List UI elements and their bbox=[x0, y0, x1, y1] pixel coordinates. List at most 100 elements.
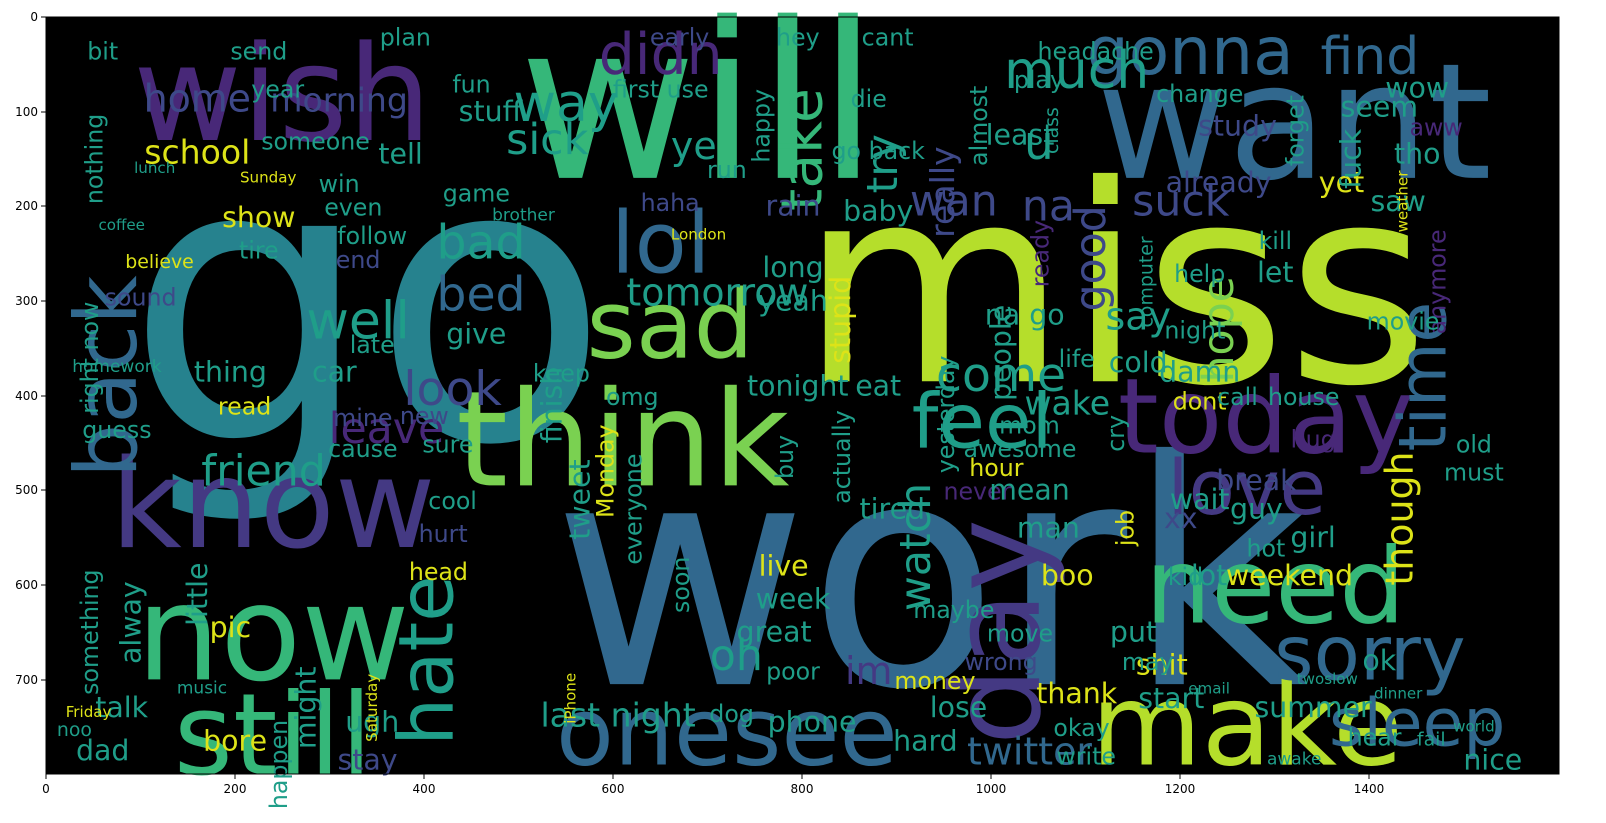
cloud-word: rain bbox=[766, 190, 821, 223]
cloud-word: suck bbox=[1132, 177, 1230, 227]
cloud-word: die bbox=[851, 85, 887, 113]
cloud-word: oh bbox=[710, 631, 763, 681]
cloud-word: hour bbox=[969, 454, 1024, 482]
x-tick-label: 600 bbox=[602, 782, 625, 796]
cloud-word: ok bbox=[1362, 644, 1396, 677]
cloud-word: seem bbox=[1341, 90, 1418, 123]
cloud-word: though bbox=[1377, 451, 1421, 585]
cloud-word: long bbox=[762, 251, 823, 284]
y-tick-label: 0 bbox=[30, 10, 38, 24]
x-tick: 1400 bbox=[1354, 774, 1384, 796]
x-tick-label: 0 bbox=[42, 782, 50, 796]
cloud-word: happy bbox=[747, 89, 775, 163]
cloud-word: wait bbox=[1170, 483, 1230, 516]
cloud-word: hurt bbox=[419, 520, 468, 548]
cloud-word: thing bbox=[194, 355, 267, 388]
cloud-word: work bbox=[552, 394, 1308, 758]
cloud-word: weather bbox=[1394, 170, 1412, 233]
cloud-word: cause bbox=[328, 435, 397, 463]
cloud-word: music bbox=[177, 679, 227, 699]
cloud-word: little bbox=[181, 562, 214, 625]
y-tick-label: 400 bbox=[15, 389, 38, 403]
cloud-word: really bbox=[923, 146, 962, 237]
cloud-word: write bbox=[1056, 743, 1116, 771]
cloud-word: twitter bbox=[967, 730, 1092, 774]
cloud-word: house bbox=[1268, 383, 1339, 411]
x-tick: 200 bbox=[224, 774, 246, 796]
cloud-word: plan bbox=[380, 23, 431, 51]
cloud-word: will bbox=[519, 0, 878, 230]
cloud-word: someone bbox=[261, 128, 370, 156]
cloud-word: never bbox=[943, 478, 1011, 506]
x-tick: 800 bbox=[791, 774, 814, 796]
x-tick-label: 800 bbox=[791, 782, 814, 796]
x-axis: 0 200 400 600 800 1000 1200 1400 bbox=[42, 774, 1384, 796]
cloud-word: buy bbox=[771, 435, 799, 479]
cloud-word: okay bbox=[1053, 714, 1109, 742]
cloud-word: didn bbox=[599, 22, 723, 88]
x-tick: 0 bbox=[42, 774, 50, 796]
cloud-word: already bbox=[1166, 166, 1272, 199]
cloud-word: call bbox=[1217, 383, 1258, 411]
cloud-word: first use bbox=[613, 75, 709, 103]
cloud-word: everyone bbox=[620, 454, 648, 565]
cloud-word: old bbox=[1456, 430, 1492, 458]
cloud-word: sad bbox=[586, 271, 753, 381]
cloud-word: shit bbox=[1136, 649, 1188, 682]
cloud-word: London bbox=[671, 225, 726, 243]
cloud-word: late bbox=[350, 331, 395, 359]
cloud-word: new bbox=[400, 402, 449, 430]
cloud-word: aww bbox=[1409, 113, 1462, 141]
cloud-word: xx bbox=[1164, 502, 1198, 535]
cloud-word: believe bbox=[125, 251, 194, 273]
cloud-word: now bbox=[136, 557, 409, 711]
cloud-word: guess bbox=[82, 416, 151, 444]
cloud-word: eat bbox=[855, 370, 901, 403]
cloud-word: try bbox=[858, 134, 908, 193]
cloud-word: stay bbox=[337, 743, 397, 776]
cloud-word: wan bbox=[910, 177, 998, 227]
cloud-word: miss bbox=[800, 126, 1429, 446]
cloud-word: summer bbox=[1254, 691, 1372, 724]
x-tick: 1200 bbox=[1165, 774, 1195, 796]
cloud-word: let bbox=[1257, 256, 1294, 289]
cloud-word: cant bbox=[862, 23, 914, 51]
cloud-word: girl bbox=[1290, 521, 1335, 554]
cloud-word: might bbox=[290, 666, 323, 749]
cloud-word: day bbox=[926, 519, 1069, 745]
cloud-word: take bbox=[769, 88, 835, 211]
cloud-word: go back bbox=[832, 137, 926, 165]
cloud-word: tell bbox=[378, 138, 422, 171]
cloud-word: time bbox=[1385, 302, 1462, 452]
cloud-word: hard bbox=[893, 724, 958, 757]
cloud-word: soon bbox=[667, 557, 695, 613]
cloud-word: send bbox=[230, 38, 287, 66]
cloud-word: omg bbox=[606, 383, 659, 411]
cloud-word: want bbox=[1097, 29, 1492, 216]
cloud-word: im bbox=[845, 649, 892, 693]
cloud-word: awake bbox=[1267, 750, 1321, 770]
cloud-word: nothing bbox=[81, 114, 109, 204]
cloud-word: say bbox=[1106, 294, 1171, 338]
cloud-word: coffee bbox=[98, 216, 145, 234]
cloud-word: hope bbox=[1194, 276, 1244, 382]
cloud-word: lunch bbox=[134, 159, 175, 177]
cloud-word: baby bbox=[843, 194, 913, 227]
y-tick-label: 600 bbox=[15, 578, 38, 592]
cloud-word: much bbox=[1004, 41, 1149, 101]
cloud-word: tomorrow bbox=[626, 271, 808, 315]
cloud-word: phone bbox=[768, 705, 857, 738]
cloud-word: must bbox=[1444, 459, 1504, 487]
cloud-word: damn bbox=[1159, 355, 1240, 388]
cloud-word: awesome bbox=[964, 435, 1077, 463]
cloud-word: cool bbox=[428, 487, 477, 515]
cloud-word: play bbox=[1014, 66, 1064, 94]
cloud-word: wrong bbox=[965, 648, 1038, 676]
cloud-word: ugh bbox=[345, 705, 399, 738]
cloud-word: boo bbox=[1041, 559, 1094, 592]
cloud-word: leave bbox=[329, 404, 445, 454]
cloud-word: gonna bbox=[1087, 13, 1294, 90]
cloud-word: fun bbox=[452, 71, 490, 99]
cloud-word: come bbox=[936, 348, 1066, 403]
